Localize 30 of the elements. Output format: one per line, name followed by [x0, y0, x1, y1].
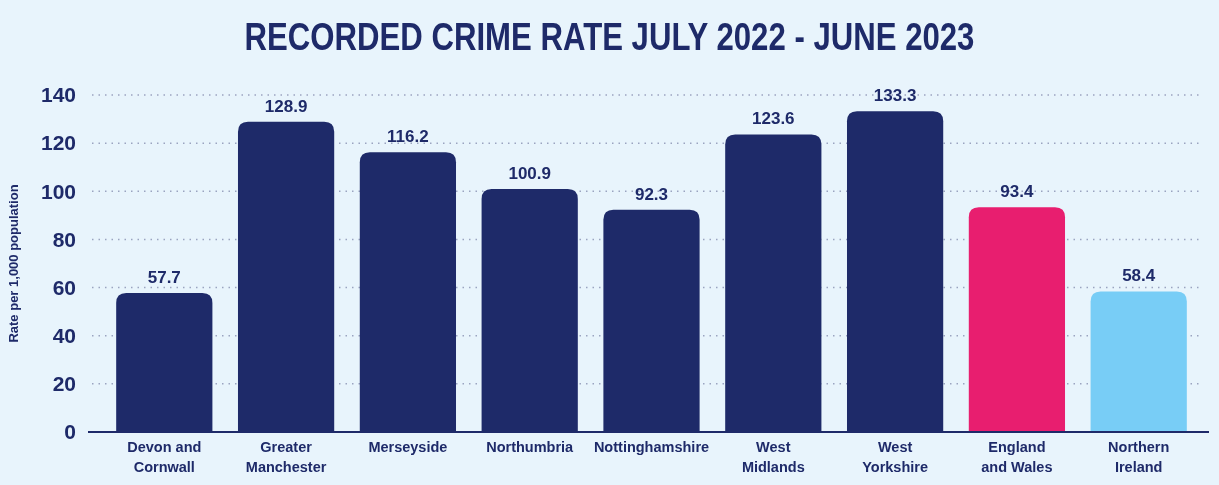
data-label: 133.3	[873, 86, 917, 106]
x-tick-label: Northumbria	[486, 439, 575, 455]
y-tick-label: 0	[64, 420, 76, 444]
data-label: 116.2	[387, 127, 429, 147]
y-tick-label: 40	[52, 323, 76, 347]
y-tick-label: 80	[52, 227, 76, 251]
chart-title: RECORDED CRIME RATE JULY 2022 - JUNE 2023	[244, 16, 975, 58]
bar	[1090, 291, 1187, 432]
data-label: 100.9	[508, 164, 551, 184]
x-tick-label: England and Wales	[981, 439, 1053, 475]
x-tick-label: West Midlands	[741, 439, 805, 475]
x-tick-label: Nottinghamshire	[593, 439, 710, 455]
data-label: 57.7	[147, 268, 181, 288]
data-label: 93.4	[1000, 182, 1034, 202]
x-tick-label: Merseyside	[368, 439, 448, 455]
x-tick-label: Greater Manchester	[245, 439, 327, 475]
x-tick-label: Northern Ireland	[1108, 439, 1170, 475]
y-tick-label: 120	[40, 131, 76, 155]
x-tick-label: West Yorkshire	[862, 439, 929, 475]
bar	[968, 207, 1066, 432]
data-label: 58.4	[1122, 266, 1156, 286]
y-tick-label: 20	[52, 372, 76, 396]
data-label: 92.3	[634, 184, 669, 204]
y-tick-label: 100	[40, 179, 76, 203]
data-label: 128.9	[264, 96, 308, 116]
y-tick-label: 60	[52, 275, 76, 299]
data-label: 123.6	[752, 109, 795, 129]
x-tick-label: Devon and Cornwall	[127, 439, 202, 475]
y-tick-label: 140	[40, 83, 76, 107]
y-axis-title: Rate per 1,000 population	[6, 184, 21, 343]
